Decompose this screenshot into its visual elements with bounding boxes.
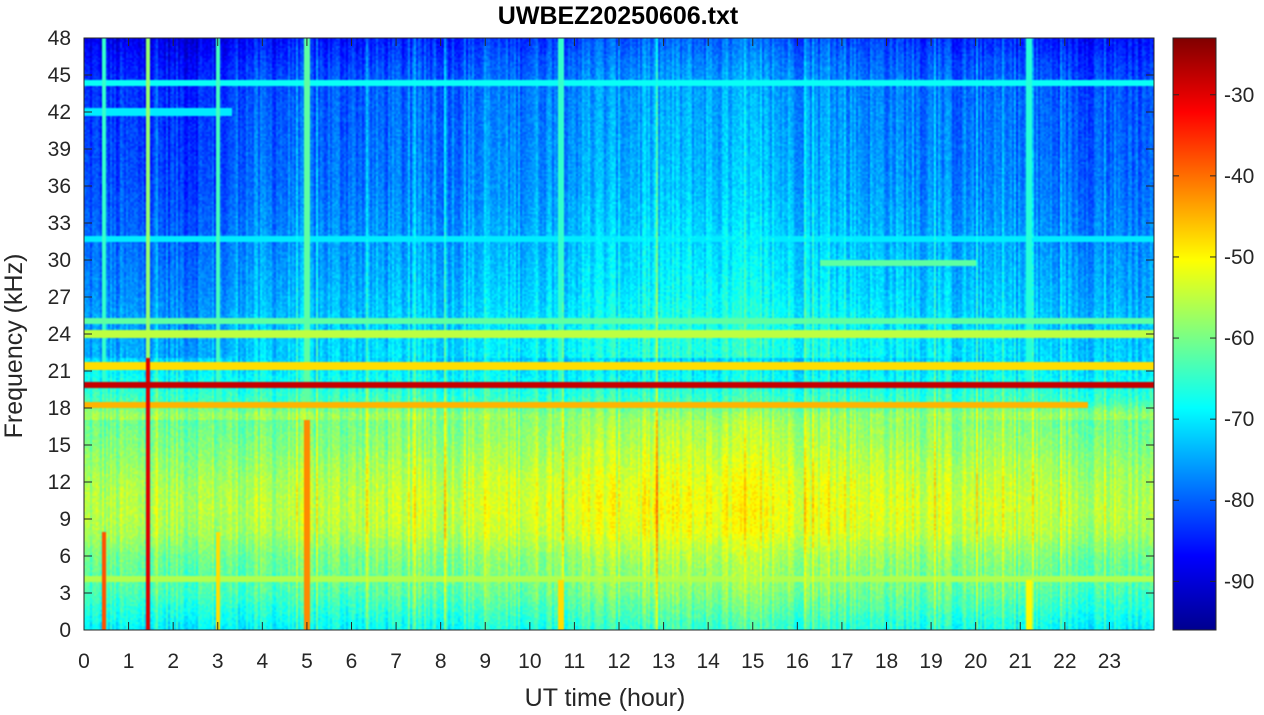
x-tick-label: 14: [696, 650, 720, 673]
x-tick-label: 19: [919, 650, 942, 673]
x-tick-label: 2: [167, 650, 179, 673]
x-tick-label: 6: [346, 650, 358, 673]
y-axis-title: Frequency (kHz): [0, 254, 28, 439]
x-tick-label: 17: [830, 650, 853, 673]
y-tick-label: 48: [48, 27, 71, 50]
y-tick-label: 42: [48, 101, 71, 124]
y-tick-label: 0: [59, 619, 71, 642]
x-tick-label: 16: [786, 650, 809, 673]
colorbar-tick-label: -60: [1224, 327, 1254, 350]
x-tick-label: 15: [741, 650, 764, 673]
x-tick-label: 20: [964, 650, 987, 673]
chart-title: UWBEZ20250606.txt: [498, 2, 739, 30]
x-tick-label: 12: [607, 650, 630, 673]
y-tick-label: 36: [48, 175, 71, 198]
y-tick-label: 45: [48, 64, 71, 87]
colorbar: -30 -40 -50 -60 -70 -80 -90: [1172, 37, 1254, 631]
x-tick-label: 0: [78, 650, 90, 673]
x-tick-label: 8: [435, 650, 447, 673]
x-tick-label: 10: [518, 650, 541, 673]
y-tick-label: 3: [59, 582, 71, 605]
y-tick-label: 27: [48, 286, 71, 309]
y-tick-label: 12: [48, 471, 71, 494]
x-axis-ticks: 0 1 2 3 4 5 6 7 8 9 10 11 12 13 14 15 16 17 18 19 20 21 22 23: [78, 38, 1121, 673]
y-tick-label: 24: [48, 323, 72, 346]
colorbar-gradient: [1172, 37, 1217, 631]
x-tick-label: 11: [564, 650, 586, 673]
y-tick-label: 21: [48, 360, 71, 383]
y-tick-label: 15: [48, 434, 71, 457]
y-tick-label: 30: [48, 249, 71, 272]
plot-area: [83, 37, 1155, 631]
colorbar-ticks: -30 -40 -50 -60 -70 -80 -90: [1173, 84, 1254, 593]
colorbar-tick-label: -40: [1224, 165, 1254, 188]
colorbar-tick-label: -70: [1224, 408, 1254, 431]
x-tick-label: 4: [256, 650, 268, 673]
spectrogram-image: [84, 38, 1154, 630]
x-tick-label: 23: [1098, 650, 1121, 673]
colorbar-tick-label: -80: [1224, 489, 1254, 512]
colorbar-tick-label: -30: [1224, 84, 1254, 107]
x-tick-label: 3: [212, 650, 224, 673]
y-tick-label: 9: [59, 508, 71, 531]
x-tick-label: 21: [1009, 650, 1032, 673]
x-tick-label: 7: [390, 650, 402, 673]
y-tick-label: 33: [48, 212, 71, 235]
colorbar-tick-label: -50: [1224, 246, 1254, 269]
x-tick-label: 13: [652, 650, 675, 673]
y-tick-label: 6: [59, 545, 71, 568]
x-tick-label: 18: [875, 650, 898, 673]
x-tick-label: 1: [123, 650, 135, 673]
x-axis-title: UT time (hour): [525, 684, 686, 712]
colorbar-tick-label: -90: [1224, 570, 1254, 593]
y-tick-label: 18: [48, 397, 71, 420]
x-tick-label: 22: [1053, 650, 1076, 673]
y-tick-label: 39: [48, 138, 71, 161]
x-tick-label: 5: [301, 650, 313, 673]
x-tick-label: 9: [479, 650, 491, 673]
